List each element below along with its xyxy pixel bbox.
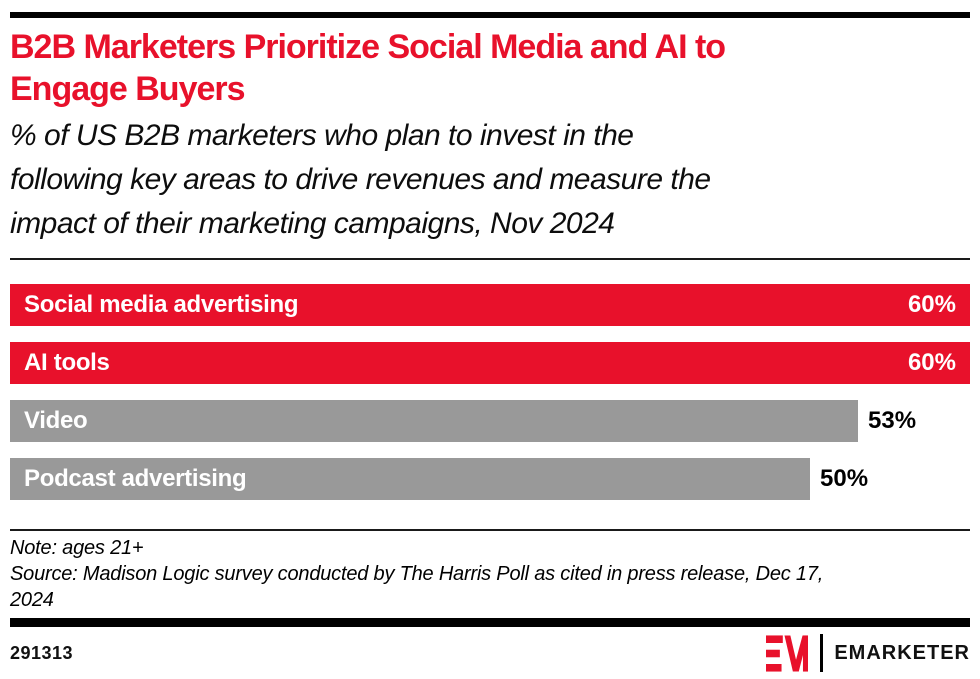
bar-value-label: 60% (907, 291, 956, 318)
source-text-line-2: 2024 (10, 589, 54, 611)
bar: Podcast advertising (10, 458, 810, 500)
emarketer-logo-icon (766, 634, 809, 672)
chart-subtitle-line-3: impact of their marketing campaigns, Nov… (10, 207, 615, 240)
bar-category-label: Social media advertising (24, 291, 299, 318)
bar: Video (10, 400, 858, 442)
bar-value-label: 60% (907, 349, 956, 376)
brand-logo: EMARKETER (766, 633, 970, 673)
bar-category-label: Podcast advertising (24, 465, 247, 492)
bar-row: Video 53% (10, 400, 970, 442)
page-title-line-1: B2B Marketers Prioritize Social Media an… (10, 28, 726, 66)
page-title-line-2: Engage Buyers (10, 70, 246, 108)
top-divider (10, 12, 970, 18)
brand-wordmark: EMARKETER (834, 641, 970, 664)
subtitle-divider (10, 258, 970, 260)
bar-value-label: 50% (820, 465, 869, 492)
bar-row: Podcast advertising 50% (10, 458, 970, 500)
logo-separator (820, 634, 824, 672)
bar-category-label: AI tools (24, 349, 110, 376)
note-text: Note: ages 21+ (10, 537, 144, 559)
bar-category-label: Video (24, 407, 88, 434)
page-title: B2B Marketers Prioritize Social Media an… (10, 26, 726, 110)
bar-value-label: 53% (868, 407, 917, 434)
notes-block: Note: ages 21+ Source: Madison Logic sur… (10, 535, 823, 613)
bar: Social media advertising 60% (10, 284, 970, 326)
footer-divider (10, 618, 970, 627)
source-text-line-1: Source: Madison Logic survey conducted b… (10, 563, 824, 585)
chart-subtitle-line-2: following key areas to drive revenues an… (10, 163, 711, 196)
bar-row: Social media advertising 60% (10, 284, 970, 326)
bar: AI tools 60% (10, 342, 970, 384)
bar-chart: Social media advertising 60% AI tools 60% Vi… (10, 284, 970, 516)
chart-subtitle-line-1: % of US B2B marketers who plan to invest… (10, 119, 634, 152)
bar-row: AI tools 60% (10, 342, 970, 384)
chart-id: 291313 (10, 643, 74, 663)
chart-subtitle: % of US B2B marketers who plan to invest… (10, 114, 711, 246)
notes-divider (10, 529, 970, 531)
